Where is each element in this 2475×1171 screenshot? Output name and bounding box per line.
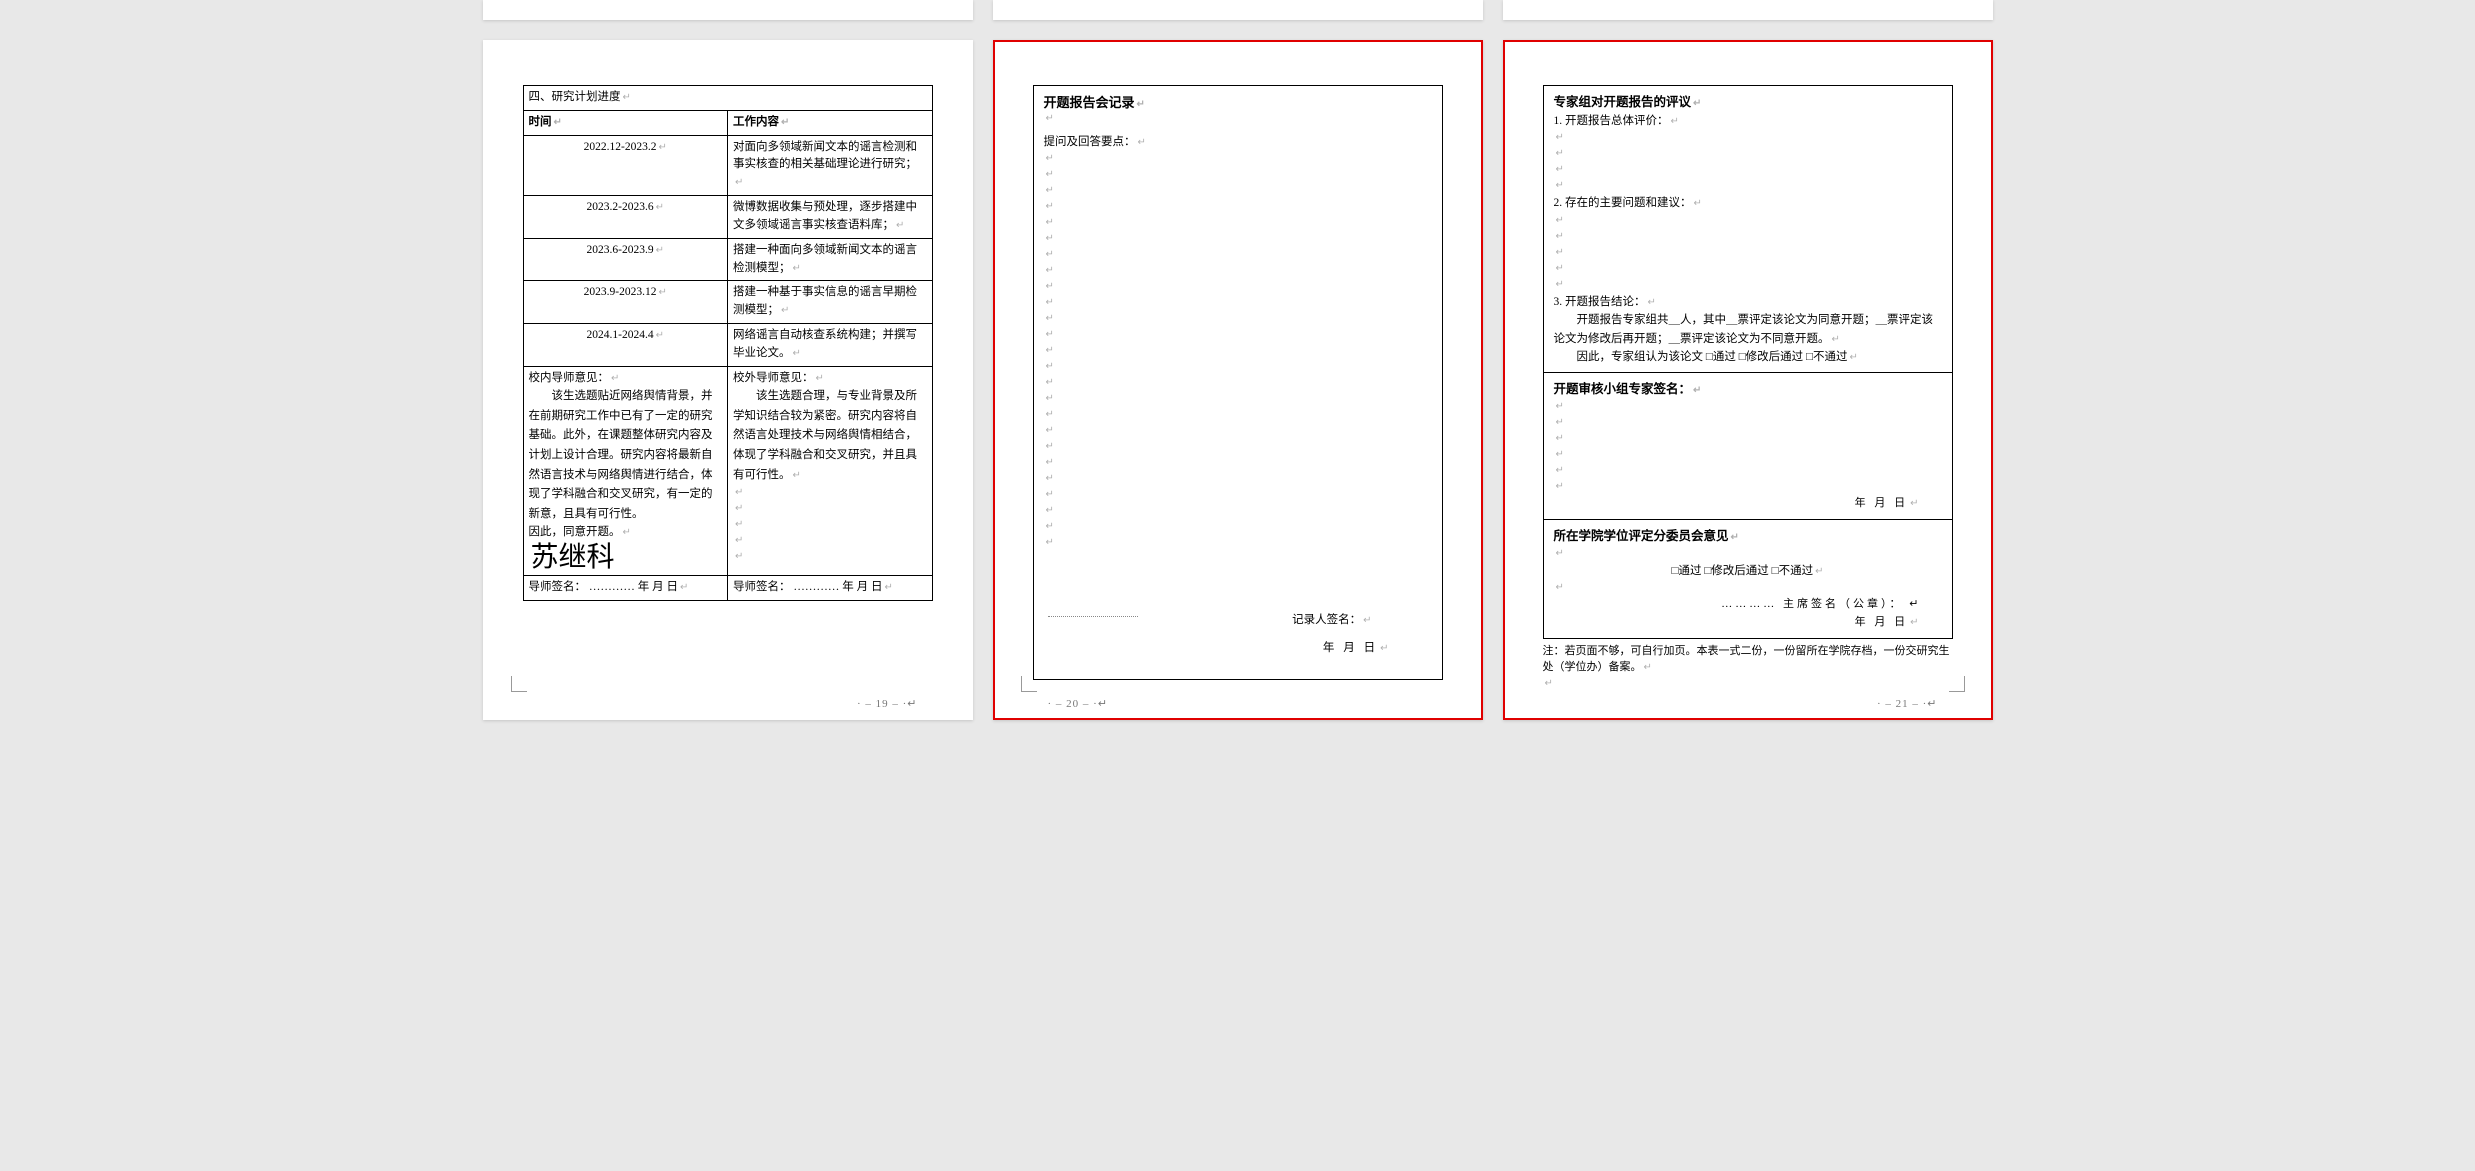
opinion-right-title: 校外导师意见： xyxy=(733,370,927,388)
cell-work: 网络谣言自动核查系统构建；并撰写毕业论文。 xyxy=(728,323,933,366)
expert-sign-cell: 开题审核小组专家签名： ↵↵↵ ↵↵↵ 年 月 日 xyxy=(1543,373,1952,520)
review-title: 专家组对开题报告的评议 xyxy=(1554,92,1942,112)
crop-mark-icon xyxy=(1021,676,1037,692)
blank-para: ↵ xyxy=(733,501,927,517)
opinion-left-cell: 校内导师意见： 该生选题贴近网络舆情背景，并在前期研究工作中已有了一定的研究基础… xyxy=(523,366,728,575)
page-number: · – 20 – ·↵ xyxy=(1048,697,1109,710)
chair-sign-line: ………… 主席签名（公章）： ↵ xyxy=(1554,596,1942,614)
crop-mark-icon xyxy=(1949,676,1965,692)
cell-work: 搭建一种面向多领域新闻文本的谣言检测模型； xyxy=(728,238,933,281)
prev-page-sliver xyxy=(993,0,1483,20)
blank-para: ↵ xyxy=(733,517,927,533)
blank-para: ↵ xyxy=(1543,676,1953,692)
s3-body2: 因此，专家组认为该论文 □通过 □修改后通过 □不通过 xyxy=(1554,348,1942,366)
table-row: 2024.1-2024.4网络谣言自动核查系统构建；并撰写毕业论文。 xyxy=(523,323,932,366)
opinion-right-cell: 校外导师意见： 该生选题合理，与专业背景及所学知识结合较为紧密。研究内容将自然语… xyxy=(728,366,933,575)
meeting-record-box: 开题报告会记录 ↵ 提问及回答要点： ↵↵↵ ↵↵↵ ↵↵↵ ↵↵↵ ↵↵↵ ↵… xyxy=(1033,85,1443,680)
table-row: 2022.12-2023.2对面向多领域新闻文本的谣言检测和事实核查的相关基础理… xyxy=(523,135,932,195)
s3-body1: 开题报告专家组共＿人，其中＿票评定该论文为同意开题；＿票评定该论文为修改后再开题… xyxy=(1554,311,1942,348)
date-line: 年 月 日 xyxy=(1554,614,1942,632)
committee-options: □通过 □修改后通过 □不通过 xyxy=(1554,562,1942,580)
page-19: 四、研究计划进度 时间 工作内容 2022.12-2023.2对面向多领域新闻文… xyxy=(483,40,973,720)
page-column-3: 专家组对开题报告的评议 1. 开题报告总体评价： ↵↵↵↵ 2. 存在的主要问题… xyxy=(1503,0,1993,720)
date-label: 年 月 日 xyxy=(638,581,678,593)
signature-handwriting: 苏继科 xyxy=(529,542,723,572)
page-column-1: 四、研究计划进度 时间 工作内容 2022.12-2023.2对面向多领域新闻文… xyxy=(483,0,973,720)
s1-label: 1. 开题报告总体评价： xyxy=(1554,112,1942,130)
cell-time: 2023.6-2023.9 xyxy=(523,238,728,281)
cell-work: 搭建一种基于事实信息的谣言早期检测模型； xyxy=(728,281,933,324)
page-column-2: 开题报告会记录 ↵ 提问及回答要点： ↵↵↵ ↵↵↵ ↵↵↵ ↵↵↵ ↵↵↵ ↵… xyxy=(993,0,1483,720)
section-title: 四、研究计划进度 xyxy=(523,86,932,111)
committee-cell: 所在学院学位评定分委员会意见 ↵ □通过 □修改后通过 □不通过 ↵ ………… … xyxy=(1543,519,1952,638)
blank-stack: ↵↵↵ ↵↵↵ ↵↵↵ ↵↵↵ ↵↵↵ ↵↵↵ ↵↵↵ ↵↵↵ ↵ xyxy=(1044,151,1432,551)
sign-label: 导师签名： xyxy=(733,581,791,593)
cell-time: 2023.9-2023.12 xyxy=(523,281,728,324)
th-work: 工作内容 xyxy=(728,110,933,135)
blank-para: ↵ xyxy=(733,485,927,501)
schedule-table: 四、研究计划进度 时间 工作内容 2022.12-2023.2对面向多领域新闻文… xyxy=(523,85,933,601)
opinion-left-conclusion: 因此，同意开题。 xyxy=(529,524,723,542)
cell-work: 对面向多领域新闻文本的谣言检测和事实核查的相关基础理论进行研究； xyxy=(728,135,933,195)
table-row: 2023.9-2023.12搭建一种基于事实信息的谣言早期检测模型； xyxy=(523,281,932,324)
sign-right: 导师签名： ………… 年 月 日 xyxy=(728,576,933,601)
crop-mark-icon xyxy=(511,676,527,692)
th-time: 时间 xyxy=(523,110,728,135)
cell-work: 微博数据收集与预处理，逐步搭建中文多领域谣言事实核查语料库； xyxy=(728,196,933,239)
page-20: 开题报告会记录 ↵ 提问及回答要点： ↵↵↵ ↵↵↵ ↵↵↵ ↵↵↵ ↵↵↵ ↵… xyxy=(993,40,1483,720)
blank-para: ↵ xyxy=(733,549,927,565)
cell-time: 2022.12-2023.2 xyxy=(523,135,728,195)
date-label: 年 月 日 xyxy=(842,581,882,593)
prev-page-sliver xyxy=(483,0,973,20)
committee-title: 所在学院学位评定分委员会意见 xyxy=(1554,526,1942,546)
page-number: · – 19 – ·↵ xyxy=(857,697,918,710)
s2-label: 2. 存在的主要问题和建议： xyxy=(1554,194,1942,212)
prev-page-sliver xyxy=(1503,0,1993,20)
blank-para: ↵ xyxy=(1044,111,1432,127)
opinion-left-title: 校内导师意见： xyxy=(529,370,723,388)
page-21: 专家组对开题报告的评议 1. 开题报告总体评价： ↵↵↵↵ 2. 存在的主要问题… xyxy=(1503,40,1993,720)
expert-sign-title: 开题审核小组专家签名： xyxy=(1554,379,1942,399)
cell-time: 2024.1-2024.4 xyxy=(523,323,728,366)
sign-label: 导师签名： xyxy=(529,581,587,593)
dotted-divider xyxy=(1048,616,1138,617)
page-number: · – 21 – ·↵ xyxy=(1877,697,1938,710)
review-table: 专家组对开题报告的评议 1. 开题报告总体评价： ↵↵↵↵ 2. 存在的主要问题… xyxy=(1543,85,1953,639)
blank-para: ↵ xyxy=(733,533,927,549)
table-row: 2023.2-2023.6微博数据收集与预处理，逐步搭建中文多领域谣言事实核查语… xyxy=(523,196,932,239)
document-workspace: 四、研究计划进度 时间 工作内容 2022.12-2023.2对面向多领域新闻文… xyxy=(0,0,2475,740)
date-line: 年 月 日 xyxy=(1323,639,1392,655)
sign-left: 导师签名： ………… 年 月 日 xyxy=(523,576,728,601)
s3-label: 3. 开题报告结论： xyxy=(1554,293,1942,311)
opinion-left-body: 该生选题贴近网络舆情背景，并在前期研究工作中已有了一定的研究基础。此外，在课题整… xyxy=(529,387,723,524)
opinion-right-body: 该生选题合理，与专业背景及所学知识结合较为紧密。研究内容将自然语言处理技术与网络… xyxy=(733,387,927,485)
table-row: 2023.6-2023.9搭建一种面向多领域新闻文本的谣言检测模型； xyxy=(523,238,932,281)
recorder-sign: 记录人签名： xyxy=(1292,611,1371,627)
footnote: 注：若页面不够，可自行加页。本表一式二份，一份留所在学院存档，一份交研究生处（学… xyxy=(1543,643,1953,676)
review-main-cell: 专家组对开题报告的评议 1. 开题报告总体评价： ↵↵↵↵ 2. 存在的主要问题… xyxy=(1543,86,1952,373)
qa-label: 提问及回答要点： xyxy=(1044,133,1432,149)
meeting-title: 开题报告会记录 xyxy=(1044,92,1432,111)
cell-time: 2023.2-2023.6 xyxy=(523,196,728,239)
date-line: 年 月 日 xyxy=(1554,495,1942,513)
